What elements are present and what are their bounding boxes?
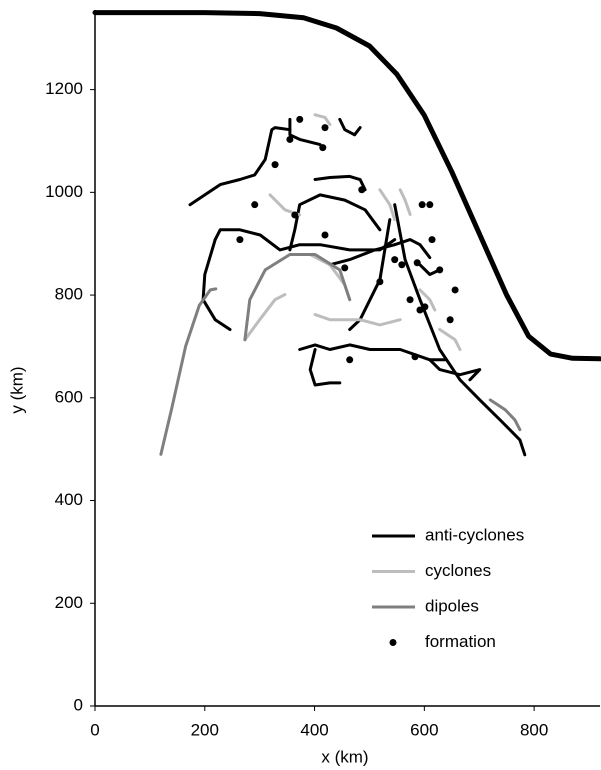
track: [338, 117, 362, 137]
formation-point: [428, 236, 436, 244]
formation-point: [321, 231, 329, 239]
formation-point: [421, 303, 429, 311]
formation-point: [296, 115, 304, 123]
track: [418, 288, 437, 312]
formation-point: [321, 124, 329, 132]
formation-point: [271, 161, 279, 169]
formation-point: [451, 286, 459, 294]
track: [313, 174, 367, 192]
formation-point: [251, 201, 259, 209]
x-tick-label: 800: [520, 720, 548, 739]
track: [288, 117, 322, 147]
track: [243, 293, 287, 342]
track: [378, 188, 397, 222]
track: [188, 126, 292, 207]
track: [428, 358, 482, 382]
formation-point: [376, 278, 384, 286]
track: [328, 243, 397, 267]
legend-label: anti-cyclones: [425, 525, 524, 544]
track: [393, 203, 527, 457]
formation-point: [398, 261, 406, 269]
formation-point: [436, 266, 444, 274]
track: [159, 287, 218, 456]
y-tick-label: 0: [74, 695, 83, 714]
x-tick-label: 400: [300, 720, 328, 739]
formation-point: [426, 201, 434, 209]
x-tick-label: 600: [410, 720, 438, 739]
formation-point: [346, 356, 354, 364]
y-axis-label: y (km): [7, 366, 26, 413]
y-tick-label: 1200: [45, 79, 83, 98]
formation-point: [319, 144, 327, 152]
legend-label: cyclones: [425, 561, 491, 580]
formation-point: [236, 236, 244, 244]
track: [201, 238, 232, 331]
formation-point: [411, 353, 419, 361]
formation-point: [418, 201, 426, 209]
track: [348, 218, 392, 331]
track: [243, 253, 352, 342]
x-tick-label: 200: [191, 720, 219, 739]
track: [298, 343, 447, 362]
track: [398, 188, 412, 216]
track: [488, 398, 522, 432]
track: [438, 328, 462, 351]
y-tick-label: 1000: [45, 182, 83, 201]
y-tick-label: 800: [55, 285, 83, 304]
track: [313, 113, 332, 126]
formation-point: [446, 316, 454, 324]
legend-label: formation: [425, 632, 496, 651]
legend-label: dipoles: [425, 596, 479, 615]
x-axis-label: x (km): [321, 747, 368, 766]
track: [288, 193, 382, 252]
coastline: [92, 10, 601, 362]
formation-point: [413, 259, 421, 267]
formation-point: [341, 264, 349, 272]
formation-point: [358, 186, 366, 194]
y-tick-label: 400: [55, 490, 83, 509]
track: [418, 263, 442, 276]
track: [393, 238, 432, 260]
y-tick-label: 200: [55, 593, 83, 612]
x-tick-label: 0: [90, 720, 99, 739]
y-tick-label: 600: [55, 387, 83, 406]
track: [308, 348, 342, 387]
formation-point: [291, 211, 299, 219]
formation-point: [286, 135, 294, 143]
formation-point: [406, 296, 414, 304]
track: [313, 313, 402, 327]
formation-point: [391, 256, 399, 264]
legend-swatch: [389, 639, 397, 646]
